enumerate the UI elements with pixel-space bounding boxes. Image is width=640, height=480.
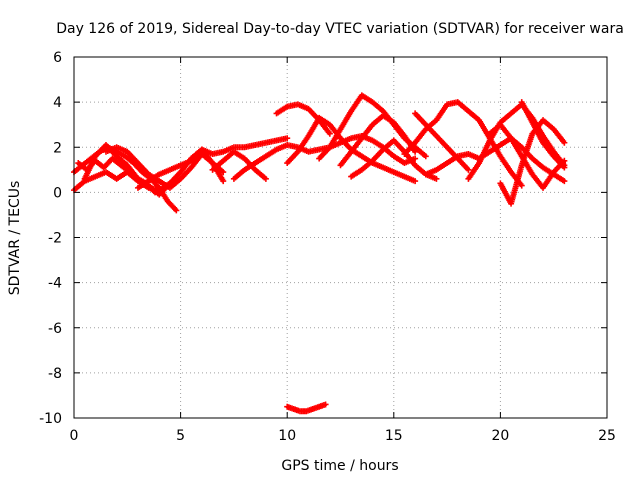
x-tick-label: 5 — [176, 428, 185, 444]
data-point — [422, 153, 429, 160]
y-tick-label: -6 — [48, 321, 62, 337]
data-point — [262, 175, 269, 182]
x-axis-label: GPS time / hours — [281, 458, 398, 474]
data-points — [71, 92, 568, 415]
y-tick-label: -8 — [48, 366, 62, 382]
data-point — [173, 207, 180, 214]
y-tick-label: 6 — [53, 50, 62, 66]
x-tick-label: 25 — [598, 428, 616, 444]
x-tick-label: 0 — [70, 428, 79, 444]
data-point — [412, 178, 419, 185]
x-tick-label: 15 — [385, 428, 403, 444]
data-point — [326, 130, 333, 137]
y-tick-label: 4 — [53, 95, 62, 111]
y-tick-label: 2 — [53, 140, 62, 156]
y-tick-label: -4 — [48, 276, 62, 292]
data-point — [220, 169, 227, 176]
x-tick-label: 10 — [278, 428, 296, 444]
data-point — [561, 178, 568, 185]
data-point — [220, 178, 227, 185]
data-point — [284, 135, 291, 142]
x-tick-label: 20 — [491, 428, 509, 444]
data-point — [433, 175, 440, 182]
data-point — [518, 182, 525, 189]
data-point — [322, 401, 329, 408]
y-axis-label: SDTVAR / TECUs — [7, 181, 23, 296]
data-point — [465, 166, 472, 173]
data-point — [412, 148, 419, 155]
data-point — [561, 157, 568, 164]
chart-title: Day 126 of 2019, Sidereal Day-to-day VTE… — [56, 21, 624, 37]
data-point — [561, 139, 568, 146]
ticks: 0 5 10 15 20 25 -10 -8 -6 -4 -2 0 2 4 6 — [39, 50, 616, 444]
y-tick-label: -2 — [48, 231, 62, 247]
y-tick-label: 0 — [53, 185, 62, 201]
y-tick-label: -10 — [39, 411, 62, 427]
data-point — [561, 164, 568, 171]
